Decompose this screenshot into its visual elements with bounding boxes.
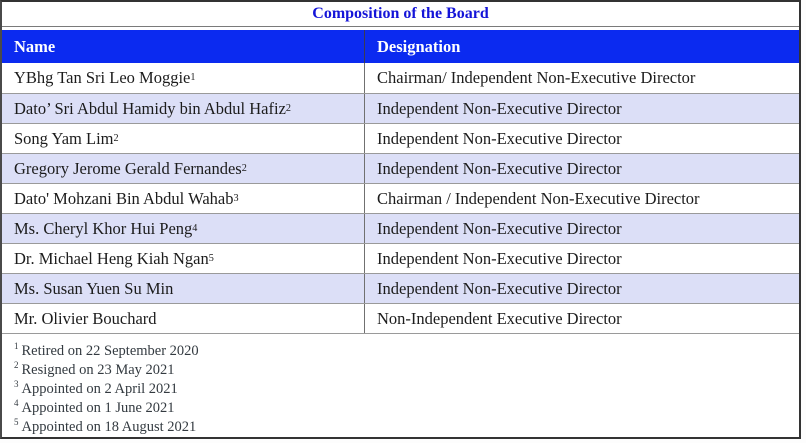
footnote-marker: 1: [14, 341, 19, 352]
column-header-designation: Designation: [377, 36, 461, 56]
table-title: Composition of the Board: [312, 5, 489, 22]
footnote-marker: 5: [14, 417, 19, 428]
cell-designation: Independent Non-Executive Director: [377, 98, 622, 118]
footnote-marker: 3: [14, 379, 19, 390]
director-name: YBhg Tan Sri Leo Moggie: [14, 68, 191, 87]
table-body: YBhg Tan Sri Leo Moggie 1 Chairman/ Indep…: [2, 63, 799, 333]
table-row: Dr. Michael Heng Kiah Ngan 5 Independent …: [2, 243, 799, 273]
cell-name: Dato’ Sri Abdul Hamidy bin Abdul Hafiz 2: [2, 94, 365, 123]
director-name: Mr. Olivier Bouchard: [14, 308, 157, 328]
footnote-marker: 2: [14, 360, 19, 371]
footnote: 1 Retired on 22 September 2020: [14, 342, 799, 361]
director-name: Dato' Mohzani Bin Abdul Wahab: [14, 188, 234, 208]
table-row: Ms. Susan Yuen Su Min Independent Non-Ex…: [2, 273, 799, 303]
table-row: Song Yam Lim 2 Independent Non-Executive …: [2, 123, 799, 153]
cell-name: YBhg Tan Sri Leo Moggie 1: [2, 63, 365, 93]
footnote-text: Appointed on 2 April 2021: [21, 381, 178, 397]
cell-name: Dato' Mohzani Bin Abdul Wahab 3: [2, 184, 365, 213]
footnote-text: Resigned on 23 May 2021: [21, 362, 175, 378]
cell-designation: Independent Non-Executive Director: [377, 278, 622, 298]
footnote: 2 Resigned on 23 May 2021: [14, 361, 799, 380]
footnote-text: Appointed on 1 June 2021: [21, 400, 175, 416]
cell-name: Ms. Cheryl Khor Hui Peng 4: [2, 214, 365, 243]
footnote: 3 Appointed on 2 April 2021: [14, 380, 799, 399]
footnote: 5 Appointed on 18 August 2021: [14, 418, 799, 437]
table-row: Gregory Jerome Gerald Fernandes 2 Indepen…: [2, 153, 799, 183]
cell-designation: Independent Non-Executive Director: [377, 218, 622, 238]
cell-designation: Independent Non-Executive Director: [377, 248, 622, 268]
director-name: Ms. Susan Yuen Su Min: [14, 278, 174, 298]
cell-name: Song Yam Lim 2: [2, 124, 365, 153]
cell-designation: Chairman/ Independent Non-Executive Dire…: [377, 68, 696, 87]
table-row: Ms. Cheryl Khor Hui Peng 4 Independent No…: [2, 213, 799, 243]
director-name: Dr. Michael Heng Kiah Ngan: [14, 248, 209, 268]
footnote: 4 Appointed on 1 June 2021: [14, 399, 799, 418]
cell-designation: Chairman / Independent Non-Executive Dir…: [377, 188, 700, 208]
director-name: Dato’ Sri Abdul Hamidy bin Abdul Hafiz: [14, 98, 286, 118]
cell-designation: Non-Independent Executive Director: [377, 308, 622, 328]
table-row: Dato’ Sri Abdul Hamidy bin Abdul Hafiz 2 …: [2, 93, 799, 123]
cell-name: Ms. Susan Yuen Su Min: [2, 274, 365, 303]
table-row: Mr. Olivier Bouchard Non-Independent Exe…: [2, 303, 799, 333]
cell-designation: Independent Non-Executive Director: [377, 158, 622, 178]
cell-designation: Independent Non-Executive Director: [377, 128, 622, 148]
footnote-text: Appointed on 18 August 2021: [21, 419, 197, 435]
cell-name: Dr. Michael Heng Kiah Ngan 5: [2, 244, 365, 273]
table-header-row: Name Designation: [2, 30, 799, 63]
table-row: Dato' Mohzani Bin Abdul Wahab 3 Chairman …: [2, 183, 799, 213]
cell-name: Mr. Olivier Bouchard: [2, 304, 365, 333]
table-title-row: Composition of the Board: [2, 2, 799, 27]
footnote-marker: 4: [14, 398, 19, 409]
table-row: YBhg Tan Sri Leo Moggie 1 Chairman/ Indep…: [2, 63, 799, 93]
director-name: Ms. Cheryl Khor Hui Peng: [14, 218, 193, 238]
cell-name: Gregory Jerome Gerald Fernandes 2: [2, 154, 365, 183]
director-name: Gregory Jerome Gerald Fernandes: [14, 158, 242, 178]
column-header-name: Name: [2, 30, 365, 63]
footnotes-block: 1 Retired on 22 September 2020 2 Resigned …: [2, 333, 799, 437]
director-name: Song Yam Lim: [14, 128, 114, 148]
footnote-text: Retired on 22 September 2020: [21, 343, 199, 359]
